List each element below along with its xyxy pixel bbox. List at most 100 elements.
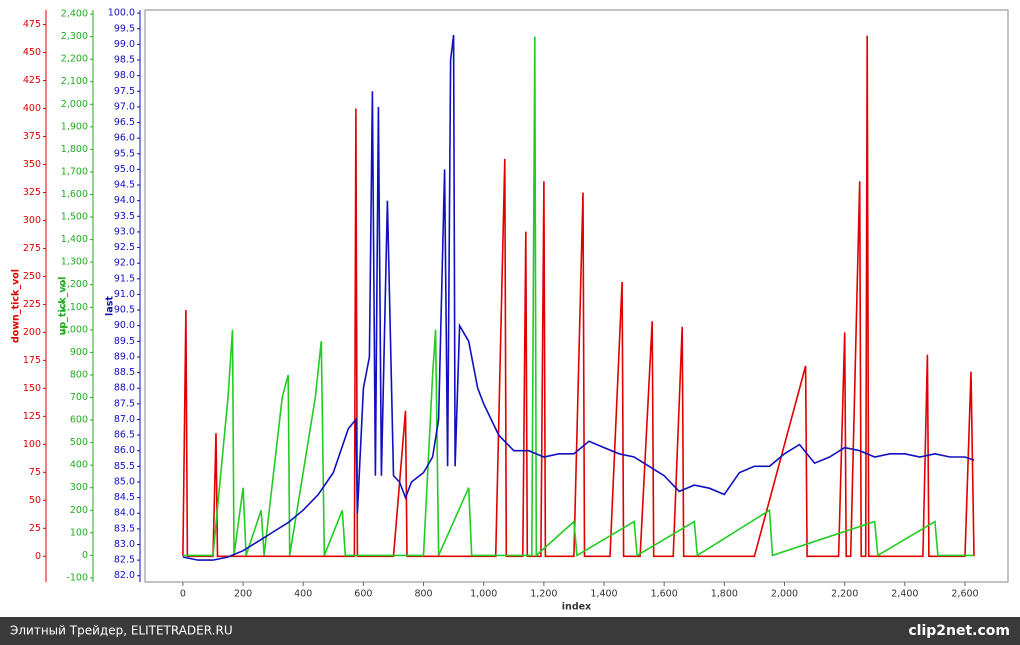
axis-title: down_tick_vol bbox=[11, 269, 22, 343]
footer-bar bbox=[0, 617, 1020, 645]
y-tick-label: 25 bbox=[29, 523, 41, 534]
y-tick-label: 175 bbox=[23, 355, 41, 366]
y-tick-label: 700 bbox=[70, 392, 88, 403]
y-tick-label: 1,700 bbox=[61, 166, 88, 177]
x-tick-label: 1,400 bbox=[590, 589, 617, 600]
y-tick-label: 84.0 bbox=[114, 508, 135, 519]
y-tick-label: 275 bbox=[23, 243, 41, 254]
y-tick-label: 900 bbox=[70, 347, 88, 358]
y-tick-label: 225 bbox=[23, 299, 41, 310]
y-tick-label: 400 bbox=[70, 460, 88, 471]
y-tick-label: 475 bbox=[23, 19, 41, 30]
y-tick-label: 1,400 bbox=[61, 234, 88, 245]
y-tick-label: 87.5 bbox=[114, 398, 135, 409]
y-tick-label: 98.0 bbox=[114, 70, 135, 81]
y-tick-label: 800 bbox=[70, 369, 88, 380]
y-tick-label: 99.0 bbox=[114, 39, 135, 50]
y-tick-label: 97.5 bbox=[114, 86, 135, 97]
y-tick-label: 98.5 bbox=[114, 55, 135, 66]
y-tick-label: 89.5 bbox=[114, 336, 135, 347]
y-tick-label: 1,300 bbox=[61, 257, 88, 268]
y-tick-label: 50 bbox=[29, 495, 41, 506]
y-tick-label: 100.0 bbox=[108, 8, 135, 19]
y-tick-label: 92.0 bbox=[114, 258, 135, 269]
y-tick-label: 91.0 bbox=[114, 289, 135, 300]
y-tick-label: 85.5 bbox=[114, 461, 135, 472]
y-tick-label: 100 bbox=[23, 439, 41, 450]
y-tick-label: 200 bbox=[70, 505, 88, 516]
y-tick-label: 96.5 bbox=[114, 117, 135, 128]
series-line bbox=[182, 36, 974, 558]
x-tick-label: 200 bbox=[234, 589, 252, 600]
y-tick-label: 2,000 bbox=[61, 99, 88, 110]
x-tick-label: 2,400 bbox=[891, 589, 918, 600]
y-tick-label: 400 bbox=[23, 103, 41, 114]
y-tick-label: 300 bbox=[23, 215, 41, 226]
y-tick-label: 95.5 bbox=[114, 148, 135, 159]
y-tick-label: 2,400 bbox=[61, 9, 88, 20]
y-tick-label: 83.0 bbox=[114, 539, 135, 550]
x-tick-label: 400 bbox=[294, 589, 312, 600]
y-tick-label: 1,000 bbox=[61, 324, 88, 335]
series-line bbox=[182, 35, 975, 558]
y-tick-label: 250 bbox=[23, 271, 41, 282]
y-tick-label: 350 bbox=[23, 159, 41, 170]
footer-text: Элитный Трейдер, ELITETRADER.RU bbox=[10, 624, 233, 638]
y-tick-label: 0 bbox=[35, 551, 41, 562]
y-tick-label: 100 bbox=[70, 527, 88, 538]
x-tick-label: 1,600 bbox=[651, 589, 678, 600]
x-tick-label: 2,600 bbox=[951, 589, 978, 600]
plot-frame bbox=[144, 9, 1009, 583]
y-tick-label: 87.0 bbox=[114, 414, 135, 425]
y-tick-label: 375 bbox=[23, 131, 41, 142]
x-tick-label: 1,800 bbox=[711, 589, 738, 600]
y-tick-label: 1,100 bbox=[61, 302, 88, 313]
axis-title: last bbox=[105, 296, 116, 316]
y-tick-label: 500 bbox=[70, 437, 88, 448]
y-tick-label: 1,900 bbox=[61, 121, 88, 132]
y-tick-label: 95.0 bbox=[114, 164, 135, 175]
y-tick-label: 90.5 bbox=[114, 305, 135, 316]
y-tick-label: 82.0 bbox=[114, 570, 135, 581]
y-tick-label: 99.5 bbox=[114, 23, 135, 34]
y-tick-label: 83.5 bbox=[114, 523, 135, 534]
y-tick-label: 89.0 bbox=[114, 351, 135, 362]
y-tick-label: 0 bbox=[82, 550, 88, 561]
y-tick-label: 1,200 bbox=[61, 279, 88, 290]
series-line bbox=[182, 34, 975, 561]
x-axis-title: index bbox=[562, 602, 591, 613]
y-tick-label: 93.0 bbox=[114, 226, 135, 237]
y-tick-label: 150 bbox=[23, 383, 41, 394]
axis-title: up_tick_vol bbox=[58, 277, 69, 336]
y-tick-label: 200 bbox=[23, 327, 41, 338]
x-tick-label: 2,200 bbox=[831, 589, 858, 600]
y-tick-label: 125 bbox=[23, 411, 41, 422]
y-tick-label: 2,100 bbox=[61, 76, 88, 87]
y-tick-label: 325 bbox=[23, 187, 41, 198]
y-tick-label: 86.0 bbox=[114, 445, 135, 456]
y-tick-label: 82.5 bbox=[114, 555, 135, 566]
y-tick-label: 1,500 bbox=[61, 212, 88, 223]
y-tick-label: 85.0 bbox=[114, 476, 135, 487]
x-tick-label: 800 bbox=[414, 589, 432, 600]
y-tick-label: 425 bbox=[23, 75, 41, 86]
y-tick-label: 2,200 bbox=[61, 54, 88, 65]
x-tick-label: 1,000 bbox=[470, 589, 497, 600]
y-tick-label: 96.0 bbox=[114, 133, 135, 144]
y-tick-label: 94.0 bbox=[114, 195, 135, 206]
footer-logo: clip2net.com bbox=[908, 623, 1010, 639]
y-tick-label: 86.5 bbox=[114, 430, 135, 441]
y-tick-label: 93.5 bbox=[114, 211, 135, 222]
x-tick-label: 0 bbox=[180, 589, 186, 600]
y-tick-label: 97.0 bbox=[114, 101, 135, 112]
y-tick-label: 88.0 bbox=[114, 383, 135, 394]
y-tick-label: 91.5 bbox=[114, 273, 135, 284]
y-tick-label: -100 bbox=[66, 572, 88, 583]
x-tick-label: 600 bbox=[354, 589, 372, 600]
y-tick-label: 2,300 bbox=[61, 31, 88, 42]
y-tick-label: 90.0 bbox=[114, 320, 135, 331]
x-tick-label: 2,000 bbox=[771, 589, 798, 600]
y-tick-label: 300 bbox=[70, 482, 88, 493]
y-tick-label: 94.5 bbox=[114, 180, 135, 191]
